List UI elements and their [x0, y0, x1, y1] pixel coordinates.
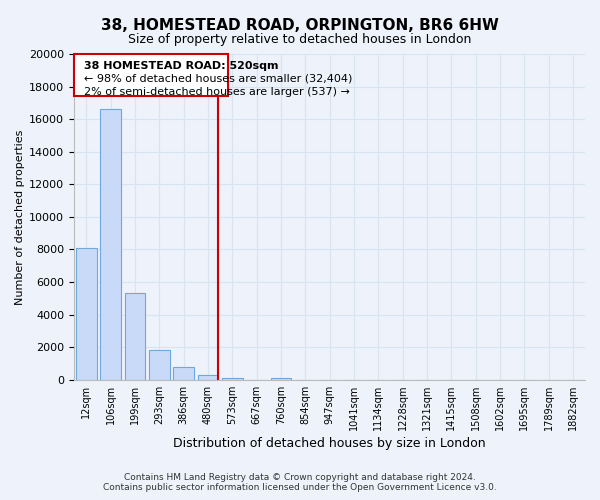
X-axis label: Distribution of detached houses by size in London: Distribution of detached houses by size …	[173, 437, 486, 450]
Bar	[76, 248, 97, 380]
Text: 38, HOMESTEAD ROAD, ORPINGTON, BR6 6HW: 38, HOMESTEAD ROAD, ORPINGTON, BR6 6HW	[101, 18, 499, 32]
Bar	[271, 378, 291, 380]
FancyBboxPatch shape	[74, 54, 228, 96]
Text: ← 98% of detached houses are smaller (32,404): ← 98% of detached houses are smaller (32…	[84, 74, 353, 84]
Bar	[197, 375, 218, 380]
Bar	[222, 378, 242, 380]
Text: 38 HOMESTEAD ROAD: 520sqm: 38 HOMESTEAD ROAD: 520sqm	[84, 60, 279, 70]
Text: 2% of semi-detached houses are larger (537) →: 2% of semi-detached houses are larger (5…	[84, 86, 350, 97]
Text: Contains HM Land Registry data © Crown copyright and database right 2024.
Contai: Contains HM Land Registry data © Crown c…	[103, 473, 497, 492]
Bar	[125, 294, 145, 380]
Bar	[149, 350, 170, 380]
Bar	[173, 368, 194, 380]
Y-axis label: Number of detached properties: Number of detached properties	[15, 129, 25, 304]
Text: Size of property relative to detached houses in London: Size of property relative to detached ho…	[128, 32, 472, 46]
Bar	[100, 110, 121, 380]
